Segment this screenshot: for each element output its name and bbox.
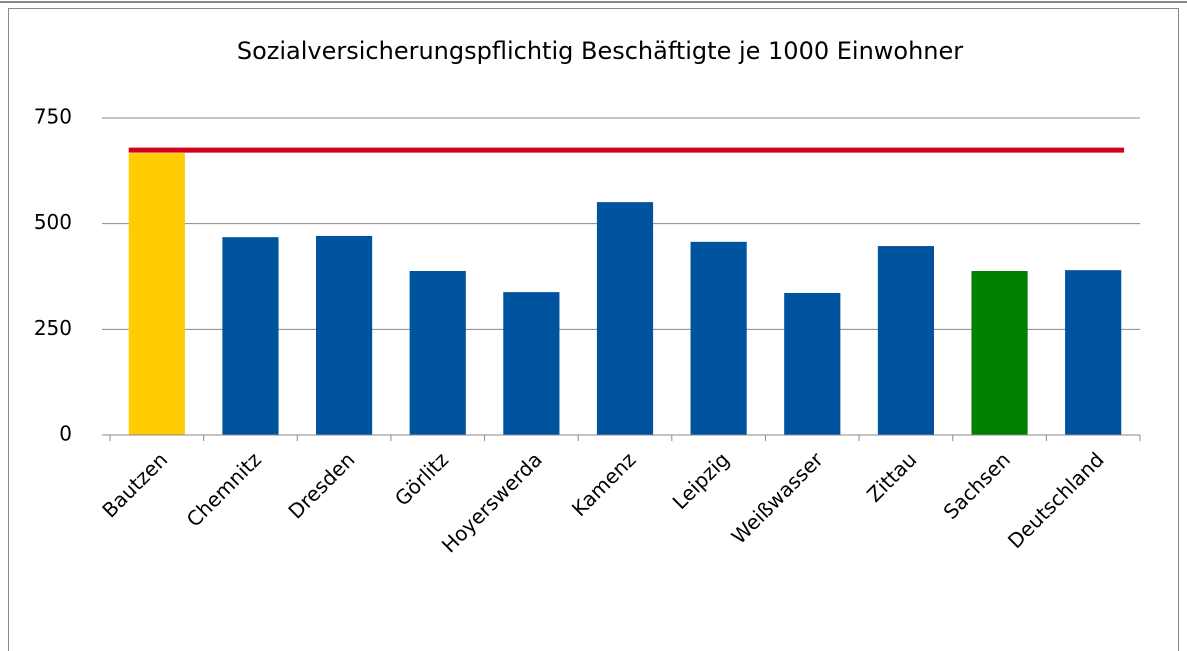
y-tick-label: 750 <box>34 105 72 129</box>
bar <box>316 235 373 435</box>
x-tick-label: Hoyerswerda <box>437 447 547 557</box>
bar <box>690 241 747 435</box>
bar <box>877 246 934 435</box>
x-tick-label: Dresden <box>283 447 359 523</box>
x-tick-label: Deutschland <box>1003 447 1109 553</box>
bar <box>971 271 1028 435</box>
chart-frame <box>8 8 1179 651</box>
x-tick-label: Weißwasser <box>727 447 829 549</box>
chart-title: Sozialversicherungspflichtig Beschäftigt… <box>237 37 963 65</box>
bar <box>503 292 560 435</box>
x-tick-label: Leipzig <box>668 447 735 514</box>
bar <box>596 202 654 435</box>
bar <box>409 271 466 435</box>
bar <box>128 153 185 435</box>
x-tick-label: Bautzen <box>97 447 172 522</box>
x-tick-label: Kamenz <box>567 447 641 521</box>
y-tick-label: 250 <box>34 316 72 340</box>
x-tick-label: Görlitz <box>390 447 453 510</box>
x-tick-label: Sachsen <box>939 447 1015 523</box>
x-tick-label: Chemnitz <box>182 447 266 531</box>
bar <box>222 237 279 435</box>
bar <box>784 292 841 435</box>
bar <box>1065 270 1122 435</box>
x-tick-label: Zittau <box>862 447 921 506</box>
y-tick-label: 0 <box>59 422 72 446</box>
y-tick-label: 500 <box>34 210 72 234</box>
